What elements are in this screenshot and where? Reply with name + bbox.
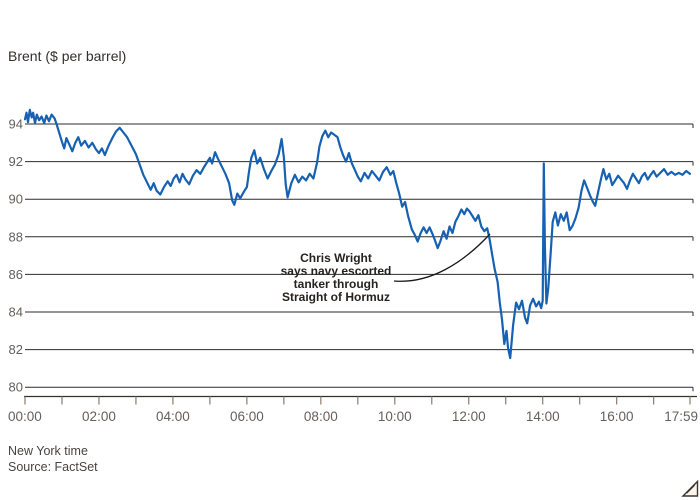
y-tick-label: 88 [9, 229, 23, 244]
y-tick-label: 80 [9, 380, 23, 395]
annotation-line: says navy escorted [280, 264, 392, 278]
x-tick-label: 10:00 [378, 409, 412, 424]
chart-title: Brent ($ per barrel) [8, 48, 127, 64]
x-tick-label: 04:00 [156, 409, 190, 424]
annotation: Chris Wright says navy escorted tanker t… [266, 252, 406, 304]
annotation-line: Straight of Hormuz [282, 290, 390, 304]
y-tick-label: 90 [9, 192, 23, 207]
annotation-line: tanker through [293, 277, 379, 291]
x-tick-label: 06:00 [230, 409, 264, 424]
y-tick-label: 82 [9, 342, 23, 357]
x-tick-label: 08:00 [304, 409, 338, 424]
annotation-line: Chris Wright [300, 251, 372, 265]
y-tick-label: 94 [9, 117, 23, 132]
source-credit: Source: FactSet [8, 460, 98, 474]
y-tick-label: 86 [9, 267, 23, 282]
annotation-pointer-line [393, 233, 491, 282]
y-tick-label: 84 [9, 305, 23, 320]
x-tick-label: 17:59 [664, 409, 698, 424]
x-tick-label: 00:00 [8, 409, 42, 424]
y-tick-label: 92 [9, 154, 23, 169]
expand-chart-icon[interactable] [681, 478, 699, 498]
x-tick-label: 14:00 [526, 409, 560, 424]
timezone-note: New York time [8, 444, 88, 458]
price-line [23, 108, 692, 360]
x-tick-label: 16:00 [600, 409, 634, 424]
x-tick-label: 02:00 [82, 409, 116, 424]
x-tick-label: 12:00 [452, 409, 486, 424]
